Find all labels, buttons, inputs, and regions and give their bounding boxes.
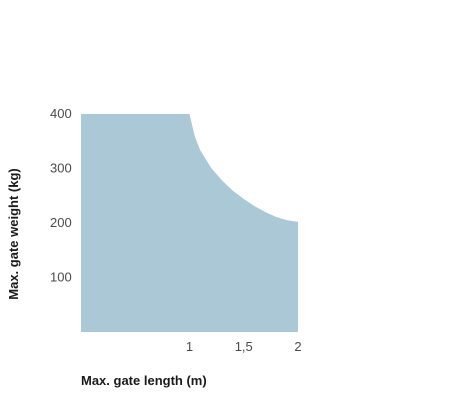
x-tick-label: 1,5 — [235, 339, 253, 354]
x-axis-title: Max. gate length (m) — [81, 373, 207, 388]
y-tick-label: 100 — [50, 270, 72, 285]
x-tick-label: 1 — [186, 339, 193, 354]
capacity-area — [81, 114, 298, 332]
y-tick-label: 200 — [50, 215, 72, 230]
y-axis-ticks: 100 200 300 400 — [50, 106, 72, 285]
y-tick-label: 400 — [50, 106, 72, 121]
y-tick-label: 300 — [50, 161, 72, 176]
y-axis-title: Max. gate weight (kg) — [6, 168, 21, 299]
x-axis-ticks: 1 1,5 2 — [186, 339, 302, 354]
x-tick-label: 2 — [294, 339, 301, 354]
